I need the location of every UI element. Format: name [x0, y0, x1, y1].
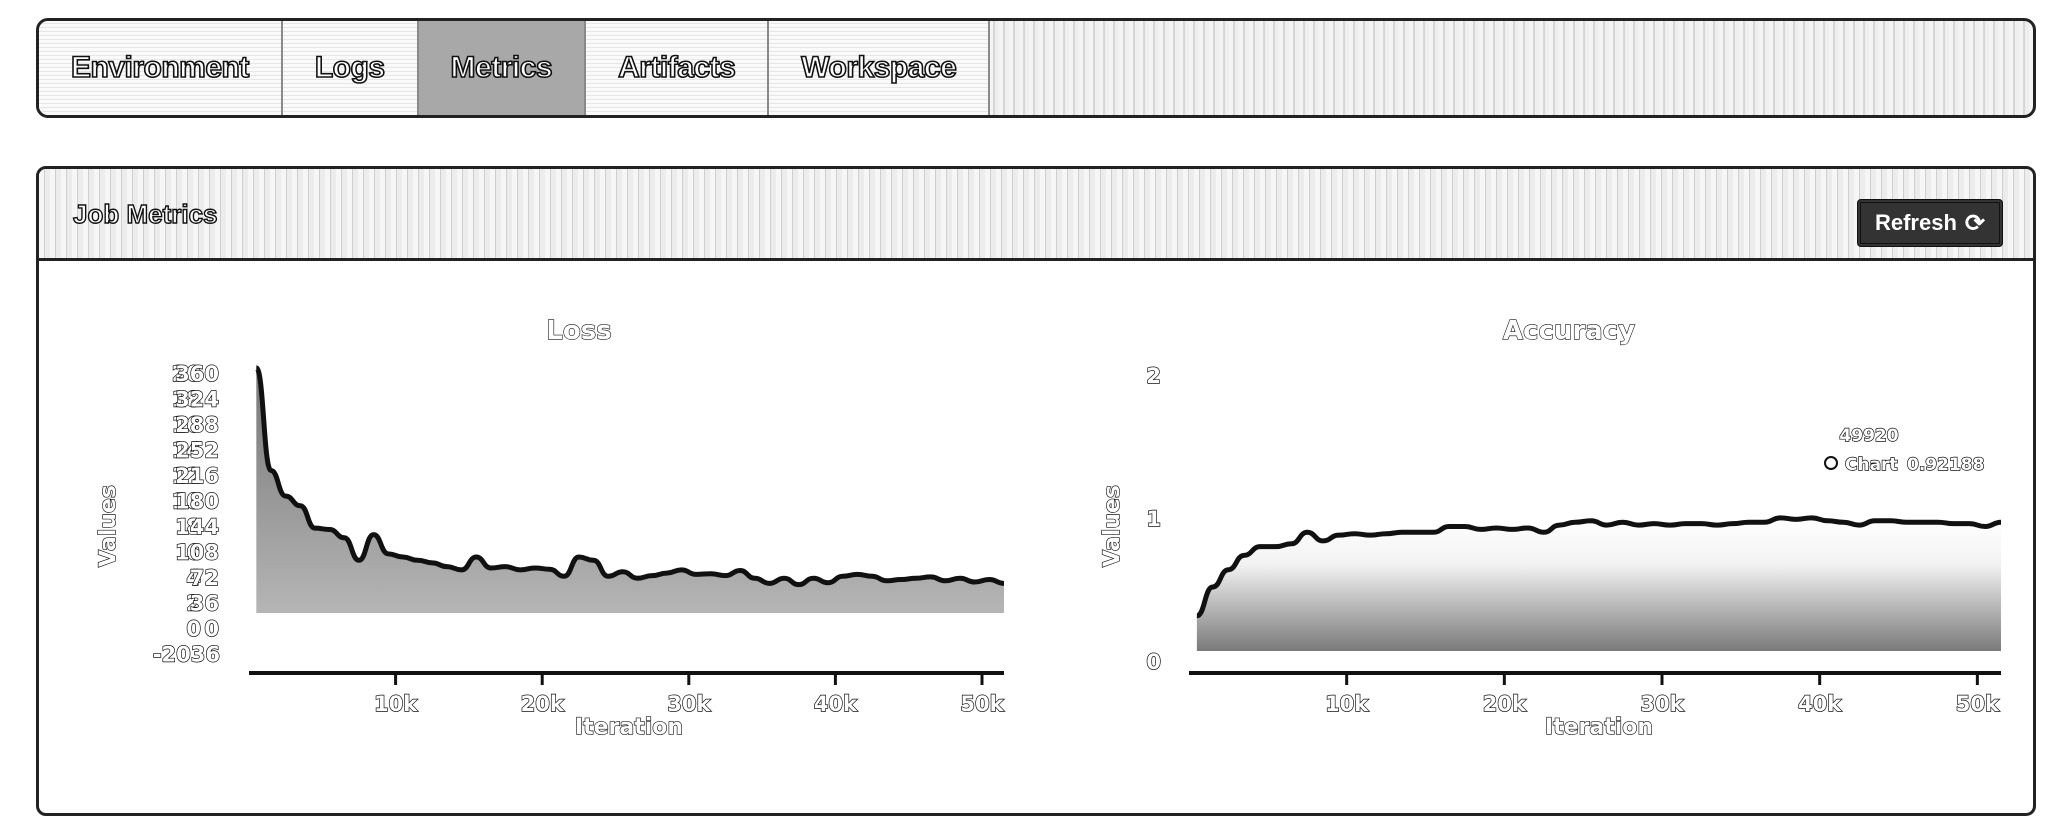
x-tick-label: 30k: [667, 692, 711, 716]
y-tick-label-left: 14: [172, 439, 201, 463]
panel-header: Job Metrics Refresh ⟳: [39, 169, 2033, 261]
y-tick-label-left: 16: [172, 413, 201, 437]
tab-label: Artifacts: [617, 50, 736, 85]
x-tick-label: 50k: [1956, 692, 2000, 716]
refresh-icon: ⟳: [1964, 209, 1985, 237]
tab-metrics[interactable]: Metrics: [418, 21, 587, 115]
tab-artifacts[interactable]: Artifacts: [586, 21, 770, 115]
y-tick-label-right: 108: [175, 541, 219, 565]
tooltip-x-value: 49920: [1839, 426, 1898, 446]
y-tick-label-left: 10: [172, 490, 201, 514]
loss-chart: Loss 10k 20k 30k 40k 50k 2018161412108642036…: [95, 315, 1005, 740]
tab-bar: Environment Logs Metrics Artifacts Works…: [36, 18, 2036, 118]
y-tick-label: 2: [1146, 364, 1161, 388]
y-tick-label-right: 180: [175, 490, 219, 514]
y-tick-label-left: 20: [172, 362, 201, 386]
tab-label: Environment: [70, 50, 250, 85]
x-tick-label: 10k: [1325, 692, 1369, 716]
y-tick-label: 0: [1146, 650, 1161, 674]
panel-title: Job Metrics: [72, 198, 218, 229]
accuracy-x-label: Iteration: [1545, 715, 1653, 740]
y-tick-label-right: 0: [204, 617, 219, 641]
y-tick-label-right: 360: [175, 362, 219, 386]
y-tick-label-right: 72: [190, 566, 219, 590]
legend-marker: [1824, 456, 1838, 470]
y-tick-label-right: 288: [175, 413, 219, 437]
x-tick-label: 50k: [960, 692, 1004, 716]
refresh-button[interactable]: Refresh ⟳: [1856, 199, 2003, 247]
accuracy-line: [1195, 515, 2002, 619]
tooltip-value: 0.92188: [1907, 455, 1984, 475]
loss-chart-title: Loss: [546, 316, 611, 346]
accuracy-y-label: Values: [1100, 485, 1125, 567]
y-tick-label-right: 324: [175, 388, 219, 412]
y-tick-label-right: 216: [175, 464, 219, 488]
y-tick-label-right: 252: [175, 439, 219, 463]
tab-workspace[interactable]: Workspace: [769, 21, 991, 115]
loss-y-label: Values: [96, 485, 121, 567]
loss-x-ticks: 10k 20k 30k 40k 50k: [373, 673, 1005, 717]
tab-label: Metrics: [450, 50, 554, 85]
tab-label: Logs: [314, 50, 386, 85]
accuracy-area: [1196, 517, 2001, 651]
y-tick-label-right: 36: [190, 592, 219, 616]
x-tick-label: 10k: [374, 692, 418, 716]
y-tick-label-left: 8: [186, 515, 201, 539]
tab-logs[interactable]: Logs: [282, 21, 419, 115]
y-tick-label-left: 18: [172, 388, 201, 412]
y-tick-label-left: 12: [172, 464, 201, 488]
refresh-label: Refresh: [1874, 210, 1957, 235]
tab-environment[interactable]: Environment: [39, 21, 283, 115]
job-metrics-panel: Job Metrics Refresh ⟳ Loss 10k 20k 30k 40k 5…: [36, 166, 2036, 816]
y-tick-label-left: 6: [186, 541, 201, 565]
y-tick-label-left: 2: [186, 592, 201, 616]
x-tick-label: 30k: [1640, 692, 1684, 716]
y-tick-label-left: 4: [186, 566, 201, 590]
x-tick-label: 20k: [521, 692, 565, 716]
tab-bar-filler: [990, 21, 2033, 115]
tooltip-series-name: Chart: [1845, 455, 1898, 475]
x-tick-label: 20k: [1483, 692, 1527, 716]
accuracy-tooltip: 49920 Chart 0.92188: [1824, 425, 1985, 476]
loss-y-ticks: 2018161412108642036032428825221618014410…: [152, 361, 221, 667]
loss-x-label: Iteration: [575, 715, 683, 740]
accuracy-chart: Accuracy 10k 20k 30k 40k 50k 2 1 0 Iteration V…: [1099, 315, 2002, 741]
accuracy-y-ticks: 2 1 0: [1146, 363, 1162, 674]
accuracy-chart-title: Accuracy: [1503, 316, 1635, 346]
tab-label: Workspace: [800, 50, 957, 85]
loss-line: [253, 365, 1005, 588]
loss-area: [256, 367, 1004, 613]
y-tick-label-right: -2036: [153, 643, 220, 667]
y-tick-label-right: 144: [175, 515, 219, 539]
x-tick-label: 40k: [1798, 692, 1842, 716]
y-tick-label: 1: [1146, 507, 1161, 531]
y-tick-label-left: 0: [186, 617, 201, 641]
accuracy-x-ticks: 10k 20k 30k 40k 50k: [1324, 673, 2001, 717]
charts-area: Loss 10k 20k 30k 40k 50k 2018161412108642036…: [95, 315, 2002, 741]
x-tick-label: 40k: [814, 692, 858, 716]
